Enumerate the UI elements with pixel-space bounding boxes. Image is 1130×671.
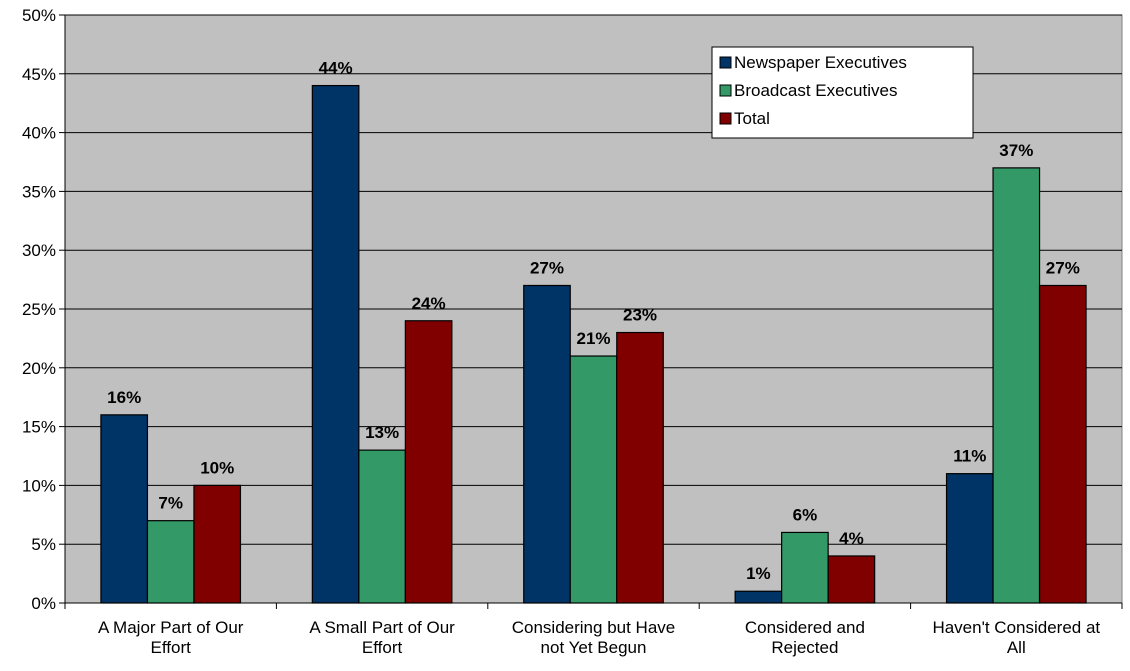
bar <box>616 331 664 604</box>
legend-swatch <box>719 56 732 69</box>
data-label: 1% <box>746 564 771 583</box>
data-label: 4% <box>839 529 864 548</box>
data-label: 21% <box>576 329 610 348</box>
data-label: 13% <box>365 423 399 442</box>
data-labels: 16% 7% 10% 44% 13% 24% 27% 21% 23% 1% 6% 4% 11% 37% 27… <box>107 59 1080 584</box>
x-category-label-line: Considered and <box>745 618 865 637</box>
legend: Newspaper Executives Broadcast Executives… <box>711 46 974 139</box>
x-category-label-line: A Major Part of Our <box>98 618 244 637</box>
x-category-label: Considered and Rejected <box>745 618 865 657</box>
x-category-label-line: Haven't Considered at <box>932 618 1100 637</box>
y-tick-label: 0% <box>31 594 56 613</box>
data-label: 27% <box>530 258 564 277</box>
bar <box>311 84 360 604</box>
bar <box>734 590 783 604</box>
x-category-label-line: All <box>1007 638 1026 657</box>
x-category-label-line: Rejected <box>771 638 838 657</box>
bar <box>358 449 406 604</box>
data-label: 27% <box>1046 258 1080 277</box>
data-label: 7% <box>158 494 183 513</box>
bar <box>523 284 571 604</box>
data-label: 23% <box>623 306 657 325</box>
bar <box>404 320 453 604</box>
x-category-label-line: not Yet Begun <box>541 638 647 657</box>
x-category-label: Haven't Considered at All <box>932 618 1100 657</box>
data-label: 44% <box>319 59 353 78</box>
legend-swatch <box>719 112 732 125</box>
y-tick-label: 45% <box>22 65 56 84</box>
bar <box>781 531 829 604</box>
legend-label: Newspaper Executives <box>734 53 907 72</box>
x-category-label-line: Effort <box>362 638 403 657</box>
bar <box>146 520 195 604</box>
bar <box>193 484 242 604</box>
y-tick-label: 35% <box>22 182 56 201</box>
bar <box>569 355 618 604</box>
x-category-label-line: Effort <box>151 638 192 657</box>
gridlines <box>65 14 1122 545</box>
x-category-label-line: Considering but Have <box>512 618 675 637</box>
y-tick-label: 30% <box>22 241 56 260</box>
x-category-label: Considering but Have not Yet Begun <box>512 618 675 657</box>
data-label: 11% <box>953 447 986 466</box>
bar <box>1038 284 1087 604</box>
x-category-label: A Small Part of Our Effort <box>309 618 455 657</box>
legend-swatch <box>719 84 732 97</box>
data-label: 37% <box>999 141 1033 160</box>
data-label: 10% <box>200 458 234 477</box>
y-tick-label: 40% <box>22 124 56 143</box>
y-tick-label: 20% <box>22 359 56 378</box>
x-category-label-line: A Small Part of Our <box>309 618 455 637</box>
x-category-label: A Major Part of Our Effort <box>98 618 244 657</box>
bar <box>100 414 149 604</box>
bar <box>992 167 1041 604</box>
data-label: 16% <box>107 388 141 407</box>
y-tick-label: 50% <box>22 6 56 25</box>
y-axis: 0% 5% 10% 15% 20% 25% 30% 35% 40% 45% 50% <box>22 6 66 613</box>
y-tick-label: 15% <box>22 418 56 437</box>
data-label: 6% <box>793 505 818 524</box>
bar <box>945 473 994 604</box>
legend-box <box>711 46 974 139</box>
legend-label: Total <box>734 109 770 128</box>
data-label: 24% <box>412 294 446 313</box>
bar <box>827 555 876 604</box>
legend-label: Broadcast Executives <box>734 81 897 100</box>
y-tick-label: 5% <box>31 535 56 554</box>
y-tick-label: 10% <box>22 476 56 495</box>
y-tick-label: 25% <box>22 300 56 319</box>
bars <box>100 84 1087 604</box>
